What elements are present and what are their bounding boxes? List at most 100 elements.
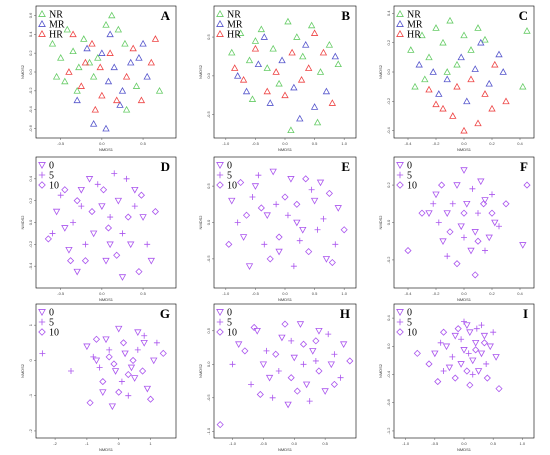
data-point-5 [119,230,126,237]
y-tick-label: 0.0 [28,68,33,74]
data-point-0 [228,197,236,205]
data-point-5 [269,394,276,401]
data-point-mr [463,97,471,105]
y-tick-label: -0.6 [28,124,33,132]
data-point-hr [65,68,73,75]
x-axis-label: NMDS1 [278,447,293,452]
data-point-0 [77,186,85,194]
x-tick-label: -1.0 [229,441,237,446]
data-point-0 [253,327,261,335]
data-point-0 [519,242,527,249]
x-tick-label: 0.0 [99,141,105,146]
legend-label: 10 [227,181,237,192]
x-tick-label: 1.0 [520,441,526,446]
y-tick-label: 0.2 [28,197,33,203]
y-tick-label: -0.4 [386,126,391,134]
data-point-5 [458,336,465,343]
data-point-10 [434,378,442,386]
legend-label: NR [49,10,63,21]
data-point-5 [90,353,97,360]
data-point-0 [290,354,298,362]
data-point-0 [259,361,268,369]
data-point-10 [124,370,132,379]
data-point-nr [114,25,123,33]
data-point-10 [418,209,426,217]
legend-marker [396,9,404,17]
legend-label: 10 [407,328,417,339]
data-point-10 [446,228,454,236]
data-point-5 [134,346,141,353]
data-point-5 [332,241,339,248]
data-point-mr [331,52,339,60]
data-point-10 [495,385,503,393]
legend-marker [38,309,46,317]
data-point-10 [242,211,251,219]
data-point-nr [63,25,71,33]
data-point-5 [263,347,270,354]
x-axis-label: NMDS1 [457,147,472,152]
data-point-0 [83,343,91,351]
data-point-0 [486,343,494,351]
data-point-0 [118,274,127,281]
x-tick-label: -1.0 [402,441,410,446]
legend-marker [38,9,46,17]
data-point-nr [80,35,88,42]
data-point-0 [463,322,471,329]
data-point-10 [502,200,510,208]
x-tick-label: 0.2 [489,141,495,146]
panel-letter: A [161,8,171,23]
data-point-hr [502,97,510,105]
data-point-nr [228,48,236,56]
data-point-5 [331,351,338,358]
data-point-nr [460,31,468,39]
legend-label: 0 [49,308,54,319]
data-point-hr [147,58,155,66]
y-axis-label: NMDS2 [20,215,25,230]
data-point-mr [98,49,106,56]
data-point-0 [480,332,489,340]
data-point-5 [469,185,476,192]
data-point-nr [325,40,334,48]
x-tick-label: 0.0 [461,441,467,446]
data-point-0 [322,256,331,263]
data-point-10 [483,374,491,382]
legend-marker [396,181,404,189]
data-point-0 [269,168,277,176]
data-point-mr [233,72,242,79]
data-point-5 [437,339,444,346]
data-point-mr [254,60,263,68]
data-point-0 [61,225,69,232]
plot-frame [35,303,177,439]
plot-frame [35,156,177,289]
data-point-10 [438,181,446,189]
x-tick-label: 0.5 [312,141,318,146]
data-point-nr [418,31,426,39]
legend-label: 0 [49,161,54,172]
y-tick-label: -1.0 [206,427,211,435]
data-point-nr [257,25,266,33]
data-point-hr [425,85,433,93]
data-point-10 [330,380,338,388]
x-tick-label: 1 [149,441,152,446]
data-point-5 [249,194,256,201]
x-tick-label: 0.5 [322,441,328,446]
data-point-0 [485,234,493,242]
data-point-nr [334,60,342,68]
data-point-10 [250,323,258,332]
data-point-nr [523,27,531,34]
data-point-0 [310,197,319,205]
data-point-0 [131,186,139,194]
data-point-10 [302,175,310,183]
y-tick-label: 1 [28,323,33,326]
data-point-nr [313,118,322,126]
x-axis-label: NMDS1 [99,297,114,302]
legend-label: 5 [227,318,232,329]
x-axis-label: NMDS1 [99,447,114,452]
data-point-10 [299,340,308,348]
data-point-hr [91,105,99,113]
data-point-0 [432,191,440,199]
y-tick-label: -0.8 [386,399,391,407]
legend-marker [216,181,224,189]
data-point-nr [446,16,454,24]
data-point-0 [293,219,301,227]
